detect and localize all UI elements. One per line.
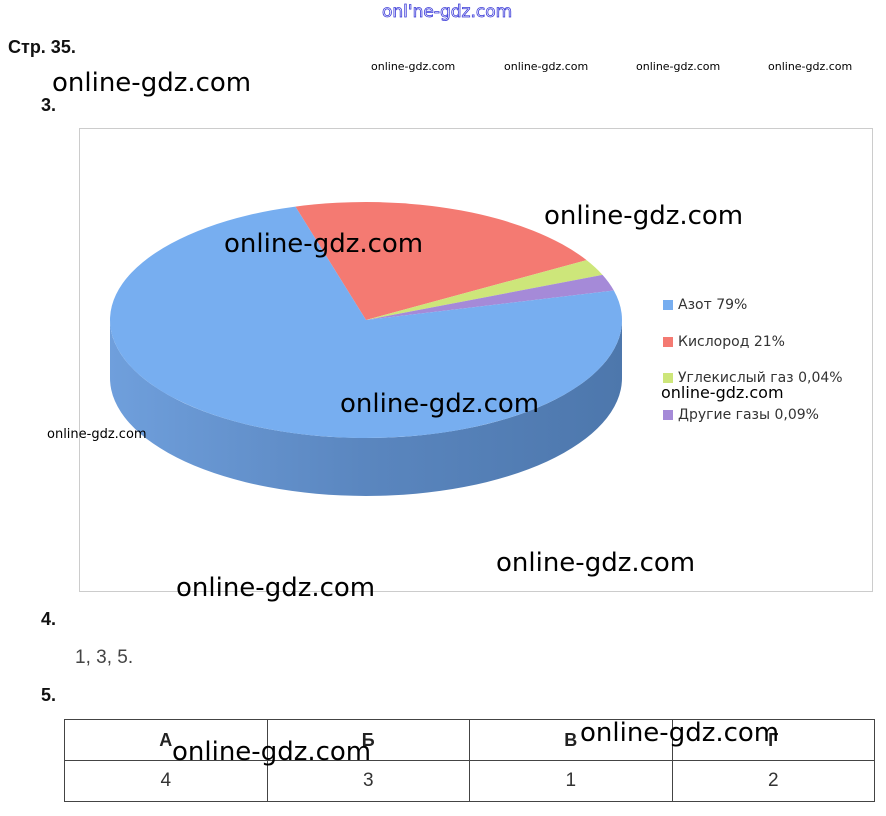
slice-nitrogen: [110, 206, 623, 439]
legend-swatch: [663, 300, 673, 310]
watermark: online-gdz.com: [504, 60, 589, 73]
chart-frame: [79, 128, 873, 592]
watermark: online-gdz.com: [224, 229, 424, 259]
legend-swatch: [663, 337, 673, 347]
slice-co2: [366, 260, 603, 320]
header-cell: Б: [266, 719, 470, 761]
question-4-number: 4.: [41, 609, 57, 629]
legend-item-oxygen: Кислород 21%: [663, 334, 785, 350]
top-watermark: onl'ne-gdz.com: [382, 2, 513, 23]
table-cell: 2: [671, 760, 875, 802]
watermark: online-gdz.com: [636, 60, 721, 73]
watermark: online-gdz.com: [496, 548, 696, 578]
legend-item-co2: Углекислый газ 0,04%: [663, 370, 843, 386]
legend-label: Углекислый газ 0,04%: [678, 370, 843, 386]
legend-swatch: [663, 410, 673, 420]
slice-other: [366, 274, 614, 320]
watermark: online-gdz.com: [340, 389, 540, 419]
table-cell: 1: [469, 760, 673, 802]
watermark: online-gdz.com: [661, 383, 784, 402]
legend-label: Азот 79%: [678, 297, 748, 313]
answer-table: А Б В Г 4 3 1 2: [64, 719, 875, 802]
watermark: online-gdz.com: [172, 737, 372, 767]
question-5-number: 5.: [41, 685, 57, 705]
legend-label: Кислород 21%: [678, 334, 785, 350]
pie-side: [110, 320, 622, 496]
watermark: online-gdz.com: [544, 201, 744, 231]
legend-swatch: [663, 373, 673, 383]
legend-label: Другие газы 0,09%: [678, 407, 819, 423]
legend-item-other: Другие газы 0,09%: [663, 407, 819, 423]
watermark: online-gdz.com: [47, 427, 147, 442]
watermark: online-gdz.com: [176, 573, 376, 603]
legend-item-nitrogen: Азот 79%: [663, 297, 747, 313]
question-3-number: 3.: [41, 95, 57, 115]
table-row: 4 3 1 2: [64, 760, 875, 802]
watermark: online-gdz.com: [580, 718, 780, 748]
table-cell: 3: [266, 760, 470, 802]
watermark: online-gdz.com: [768, 60, 853, 73]
slice-oxygen: [295, 202, 587, 320]
header-cell: В: [469, 719, 673, 761]
page-label: Стр. 35.: [8, 37, 76, 57]
question-4-answer: 1, 3, 5.: [75, 647, 134, 668]
header-cell: А: [64, 719, 268, 761]
watermark: online-gdz.com: [371, 60, 456, 73]
watermark: online-gdz.com: [52, 68, 252, 98]
table-cell: 4: [64, 760, 268, 802]
table-header-row: А Б В Г: [64, 719, 875, 761]
